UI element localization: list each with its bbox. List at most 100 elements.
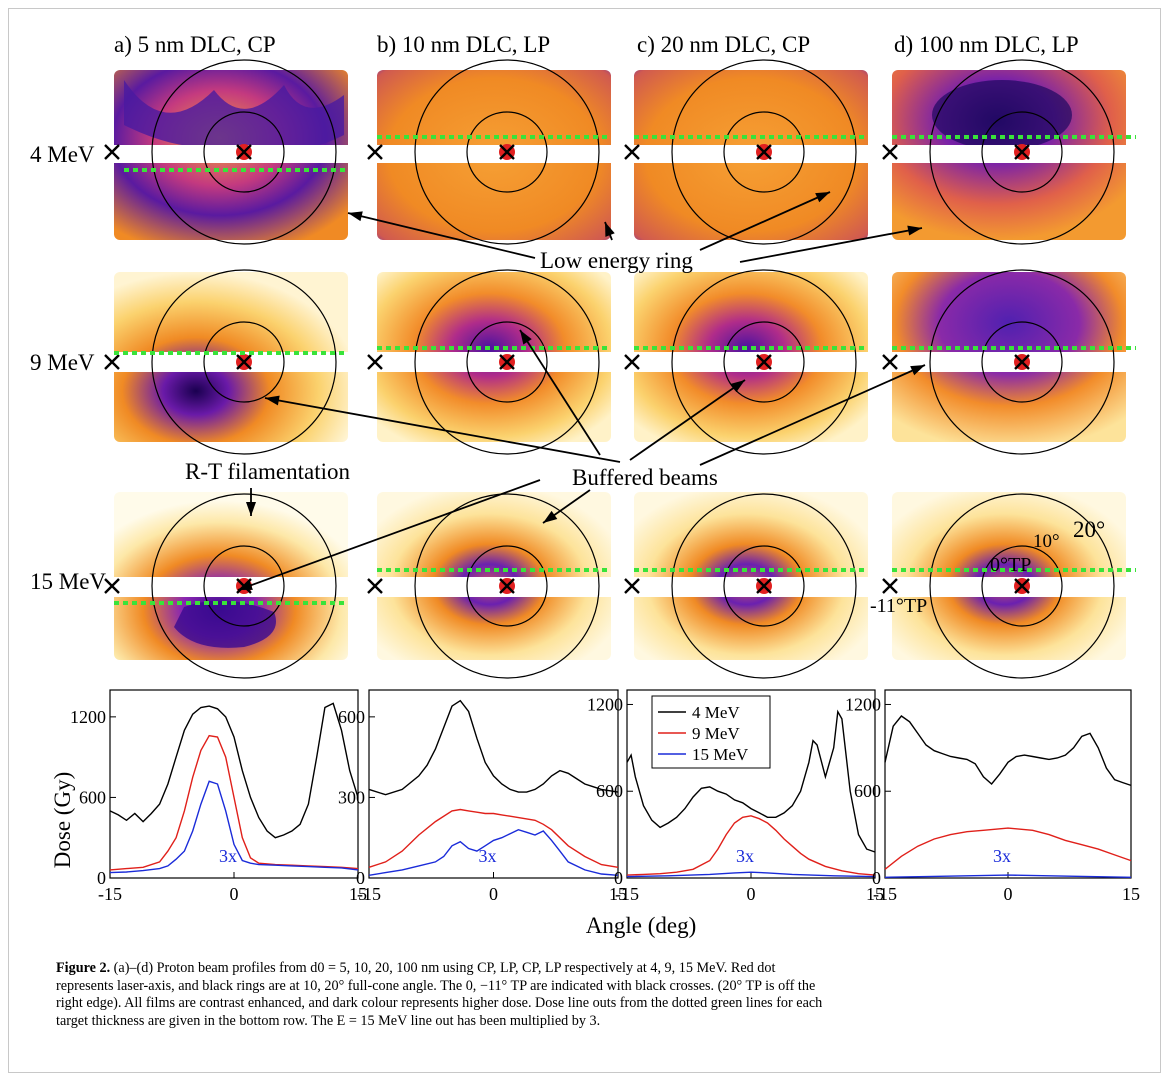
arrow-head	[907, 225, 922, 236]
tp-cross-center	[499, 354, 515, 370]
ring-20deg	[151, 269, 337, 455]
arrow-line	[699, 191, 831, 251]
series-2-line	[368, 828, 619, 876]
caption-line-3: right edge). All films are contrast enha…	[56, 995, 823, 1012]
arrow-head	[543, 510, 558, 523]
ring-10deg	[723, 321, 805, 403]
series-0-line	[626, 709, 876, 853]
x-tick-label: -15	[615, 884, 639, 904]
arrow-line	[347, 212, 536, 259]
film-2-3	[892, 492, 1126, 660]
caption-line-2: represents laser-axis, and black rings a…	[56, 977, 816, 994]
column-title-d: d) 100 nm DLC, LP	[894, 32, 1079, 57]
film-gap-2-0	[110, 577, 352, 597]
tp-cross-minus11	[104, 354, 120, 370]
plot-b-frame	[368, 689, 619, 879]
ring-10deg	[203, 111, 285, 193]
arrow-line	[629, 379, 746, 461]
ring-20deg	[671, 269, 857, 455]
buffered-beams-label: Buffered beams	[572, 465, 718, 490]
ring-20deg	[671, 59, 857, 245]
series-1-line	[626, 815, 876, 876]
tp-cross-center	[499, 144, 515, 160]
tp-cross-minus11	[882, 354, 898, 370]
ring-10deg	[466, 545, 548, 627]
y-tick-label: 0	[872, 868, 881, 888]
legend-entry: 4 MeV	[692, 703, 740, 722]
ring-20deg	[414, 493, 600, 679]
tp-cross-minus11	[104, 144, 120, 160]
x-tick-label: -15	[98, 884, 122, 904]
tp-cross-center	[236, 354, 252, 370]
y-tick-label: 1200	[587, 694, 623, 714]
arrow-head	[520, 330, 532, 345]
arrow-head	[265, 395, 280, 406]
series-0-line	[368, 699, 619, 796]
y-axis-label: Dose (Gy)	[50, 772, 75, 868]
arrow-line	[264, 397, 621, 463]
arrow-head	[910, 365, 925, 376]
series-0-line	[884, 715, 1132, 787]
y-tick-label: 0	[356, 868, 365, 888]
film-blotch	[932, 80, 1072, 150]
film-2-0	[114, 492, 348, 660]
film-gap-0-2	[630, 145, 872, 163]
ring-20deg	[414, 59, 600, 245]
row-label-9mev: 9 MeV	[30, 350, 95, 375]
y-tick-label: 1200	[845, 694, 881, 714]
ring-10deg	[723, 111, 805, 193]
arrow-line	[699, 364, 926, 466]
multiplier-label: 3x	[993, 846, 1011, 866]
ring-10deg	[981, 545, 1063, 627]
y-tick-label: 300	[338, 787, 365, 807]
x-axis-label: Angle (deg)	[586, 913, 697, 938]
rt-filamentation-label: R-T filamentation	[185, 459, 351, 484]
tp-minus11-label: -11°TP	[870, 595, 927, 617]
arrow-line	[237, 479, 541, 591]
ring-10deg	[466, 111, 548, 193]
ring-10deg	[981, 321, 1063, 403]
arrow-head	[246, 502, 256, 516]
film-gap-2-2	[630, 577, 872, 597]
arrow-head	[348, 211, 363, 222]
annotation-arrows	[237, 191, 926, 591]
plot-a-frame	[109, 689, 359, 879]
ring-20deg	[151, 493, 337, 679]
tp-cross-center	[756, 144, 772, 160]
film-gap-0-0	[110, 145, 352, 163]
y-tick-label: 1200	[70, 707, 106, 727]
tp0-label: 0°TP	[990, 554, 1031, 576]
x-tick-label: 0	[1004, 884, 1013, 904]
ring-10deg	[466, 321, 548, 403]
deg20-label: 20°	[1073, 517, 1105, 542]
legend-entry: 9 MeV	[692, 724, 740, 743]
tp-cross-minus11	[624, 578, 640, 594]
film-gap-1-1	[373, 352, 615, 372]
tp-cross-minus11	[367, 578, 383, 594]
tp-cross-center	[1014, 354, 1030, 370]
ring-10deg	[203, 321, 285, 403]
film-gap-1-2	[630, 352, 872, 372]
film-gap-2-1	[373, 577, 615, 597]
tp-cross-center	[236, 144, 252, 160]
x-tick-label: 0	[230, 884, 239, 904]
tp-cross-center	[756, 578, 772, 594]
series-0-line	[109, 702, 359, 839]
multiplier-label: 3x	[736, 846, 754, 866]
column-title-a: a) 5 nm DLC, CP	[114, 32, 276, 57]
caption-line-4: target thickness are given in the bottom…	[56, 1012, 601, 1029]
caption-label: Figure 2.	[56, 960, 111, 976]
x-tick-label: 0	[489, 884, 498, 904]
x-tick-label: -15	[873, 884, 897, 904]
row-label-4mev: 4 MeV	[30, 142, 95, 167]
legend-box	[651, 695, 771, 769]
tp-cross-center	[1014, 144, 1030, 160]
film-gap-0-1	[373, 145, 615, 163]
tp-cross-minus11	[882, 144, 898, 160]
series-1-line	[368, 808, 619, 868]
film-2-2	[634, 492, 868, 660]
